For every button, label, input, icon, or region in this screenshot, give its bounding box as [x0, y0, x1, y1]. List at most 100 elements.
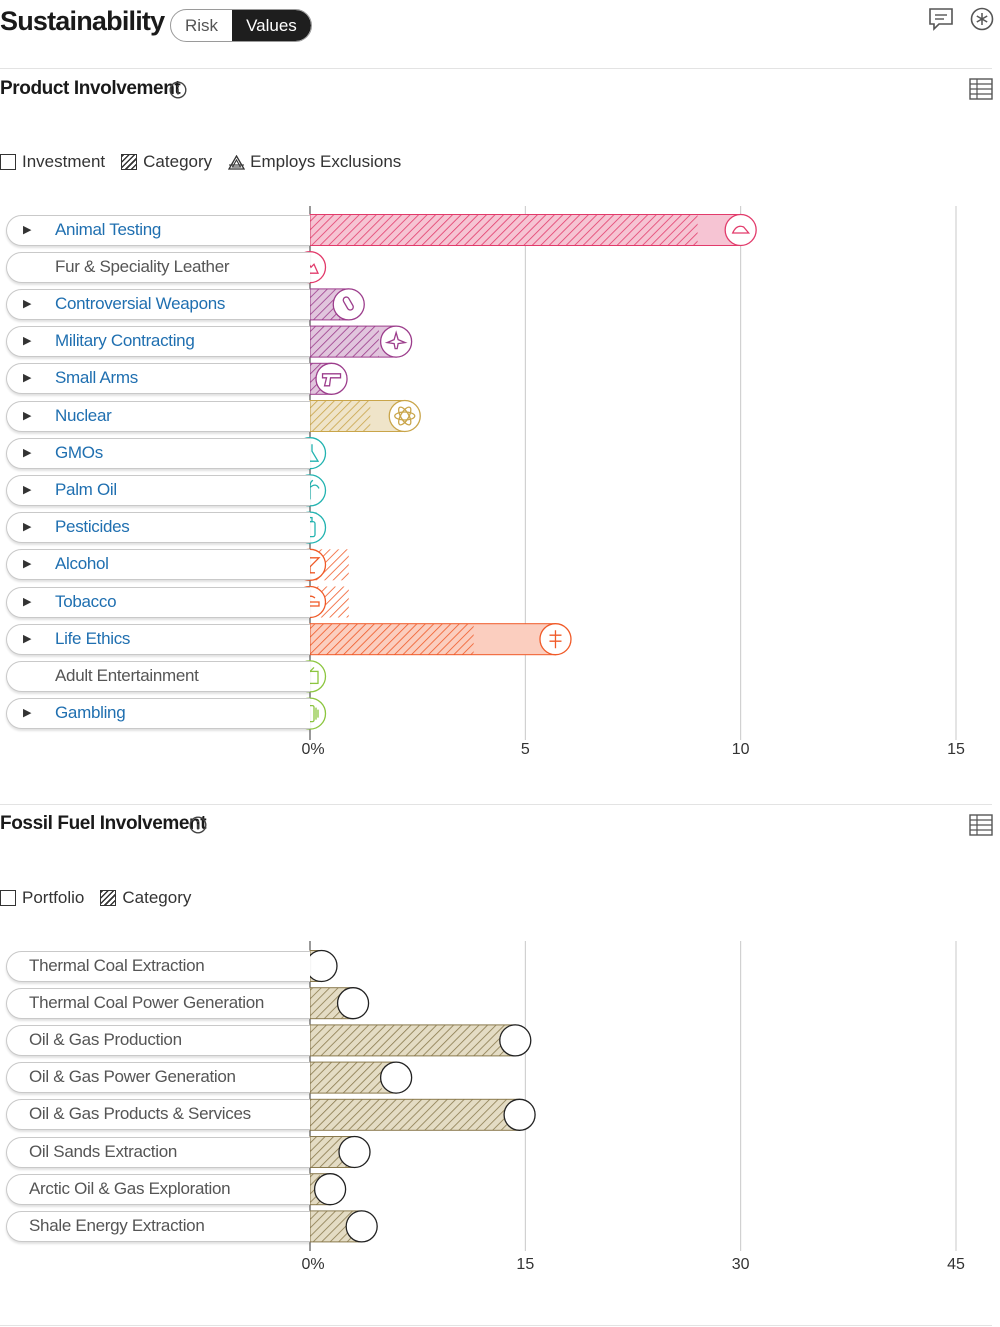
info-icon[interactable] — [169, 81, 187, 99]
category-row[interactable]: Oil & Gas Products & Services — [6, 1099, 310, 1131]
bar-group[interactable] — [309, 987, 370, 1020]
category-bar[interactable] — [310, 400, 371, 432]
category-bar[interactable] — [310, 1024, 509, 1056]
expand-caret-icon[interactable]: ▶ — [23, 595, 32, 608]
category-row[interactable]: ▶ Pesticides — [6, 512, 310, 544]
bar-group[interactable] — [309, 288, 365, 321]
category-label[interactable]: Military Contracting — [55, 331, 195, 351]
value-marker[interactable] — [379, 325, 413, 358]
value-marker[interactable] — [379, 1061, 413, 1094]
value-marker[interactable] — [336, 987, 370, 1020]
category-row[interactable]: Oil Sands Extraction — [6, 1136, 310, 1168]
expand-caret-icon[interactable]: ▶ — [23, 483, 32, 496]
bar-group[interactable] — [309, 1098, 536, 1131]
value-marker[interactable] — [388, 399, 421, 433]
category-label[interactable]: GMOs — [55, 442, 103, 462]
category-row[interactable]: ▶ Animal Testing — [6, 214, 310, 246]
value-marker[interactable] — [345, 1210, 378, 1243]
category-bar[interactable] — [310, 326, 379, 358]
value-marker[interactable] — [315, 362, 348, 395]
category-row[interactable]: Adult Entertainment — [6, 660, 310, 692]
bar-group[interactable] — [309, 1173, 347, 1206]
legend-exclusions: Employs Exclusions — [228, 152, 401, 172]
category-label[interactable]: Controversial Weapons — [55, 293, 226, 313]
legend-category-swatch — [121, 154, 138, 170]
category-row[interactable]: Shale Energy Extraction — [6, 1210, 310, 1242]
bar-group[interactable] — [309, 213, 757, 247]
category-row[interactable]: Oil & Gas Power Generation — [6, 1062, 310, 1094]
category-row[interactable]: ▶ Small Arms — [6, 363, 310, 395]
value-marker[interactable] — [332, 288, 365, 321]
product-section-title: Product Involvement — [0, 78, 181, 99]
category-row[interactable]: Fur & Speciality Leather — [6, 251, 310, 283]
expand-caret-icon[interactable]: ▶ — [23, 521, 32, 534]
category-label[interactable]: Pesticides — [55, 517, 130, 537]
bar-group[interactable] — [309, 623, 572, 656]
category-row[interactable]: Arctic Oil & Gas Exploration — [6, 1173, 310, 1205]
category-label[interactable]: Alcohol — [55, 554, 109, 574]
axis-tick-label: 0% — [301, 741, 325, 758]
bar-group[interactable] — [309, 362, 348, 395]
legend-category-label: Category — [143, 152, 213, 171]
category-label[interactable]: Life Ethics — [55, 628, 131, 648]
category-label: Shale Energy Extraction — [29, 1215, 205, 1235]
category-row[interactable]: Oil & Gas Production — [6, 1024, 310, 1056]
expand-caret-icon[interactable]: ▶ — [23, 297, 32, 310]
category-row[interactable]: ▶ Tobacco — [6, 586, 310, 618]
category-row[interactable]: ▶ Nuclear — [6, 400, 310, 432]
page-header: Sustainability Risk Values — [0, 0, 1000, 68]
expand-caret-icon[interactable]: ▶ — [23, 707, 32, 720]
value-marker[interactable] — [724, 213, 757, 247]
expand-caret-icon[interactable]: ▶ — [23, 632, 32, 645]
expand-caret-icon[interactable]: ▶ — [23, 335, 32, 348]
value-marker[interactable] — [313, 1173, 347, 1206]
category-bar[interactable] — [310, 1062, 382, 1094]
toggle-risk[interactable]: Risk — [185, 16, 219, 35]
expand-caret-icon[interactable]: ▶ — [23, 558, 32, 571]
gun-icon — [321, 373, 342, 387]
category-bar[interactable] — [310, 1099, 510, 1131]
category-row[interactable]: ▶ Controversial Weapons — [6, 288, 310, 320]
category-row[interactable]: ▶ Alcohol — [6, 549, 310, 581]
bar-group[interactable] — [309, 1135, 371, 1169]
bar-group[interactable] — [309, 1210, 378, 1243]
category-label[interactable]: Tobacco — [55, 591, 117, 611]
value-marker[interactable] — [305, 949, 338, 983]
category-label[interactable]: Animal Testing — [55, 219, 162, 239]
value-marker[interactable] — [499, 1024, 532, 1057]
table-view-icon[interactable] — [969, 814, 993, 836]
info-icon[interactable] — [189, 816, 207, 834]
comment-icon[interactable] — [928, 6, 954, 32]
bar-group[interactable] — [309, 1061, 413, 1094]
category-row[interactable]: Thermal Coal Power Generation — [6, 987, 310, 1019]
fossil-legend: Portfolio Category — [0, 888, 207, 908]
bar-group[interactable] — [309, 1024, 532, 1057]
bar-group[interactable] — [309, 325, 413, 358]
bar-group[interactable] — [305, 949, 338, 983]
exclusions-icon — [228, 154, 246, 170]
category-row[interactable]: ▶ Gambling — [6, 698, 310, 730]
toggle-values[interactable]: Values — [232, 10, 311, 41]
category-row[interactable]: ▶ Life Ethics — [6, 623, 310, 655]
category-label[interactable]: Nuclear — [55, 405, 112, 425]
expand-caret-icon[interactable]: ▶ — [23, 409, 32, 422]
value-marker[interactable] — [503, 1098, 536, 1131]
expand-caret-icon[interactable]: ▶ — [23, 446, 32, 459]
risk-values-toggle[interactable]: Risk Values — [170, 9, 312, 42]
asterisk-icon[interactable] — [969, 6, 995, 32]
category-bar[interactable] — [310, 623, 474, 655]
category-label[interactable]: Palm Oil — [55, 479, 117, 499]
expand-caret-icon[interactable]: ▶ — [23, 372, 32, 385]
value-marker[interactable] — [338, 1135, 371, 1169]
category-bar[interactable] — [310, 214, 698, 246]
category-row[interactable]: ▶ GMOs — [6, 437, 310, 469]
bar-group[interactable] — [309, 399, 421, 433]
category-row[interactable]: ▶ Palm Oil — [6, 474, 310, 506]
table-view-icon[interactable] — [969, 78, 993, 100]
category-label[interactable]: Small Arms — [55, 368, 138, 388]
category-row[interactable]: Thermal Coal Extraction — [6, 950, 310, 982]
category-row[interactable]: ▶ Military Contracting — [6, 326, 310, 358]
expand-caret-icon[interactable]: ▶ — [23, 223, 32, 236]
legend-category: Category — [100, 888, 191, 908]
category-label[interactable]: Gambling — [55, 703, 126, 723]
